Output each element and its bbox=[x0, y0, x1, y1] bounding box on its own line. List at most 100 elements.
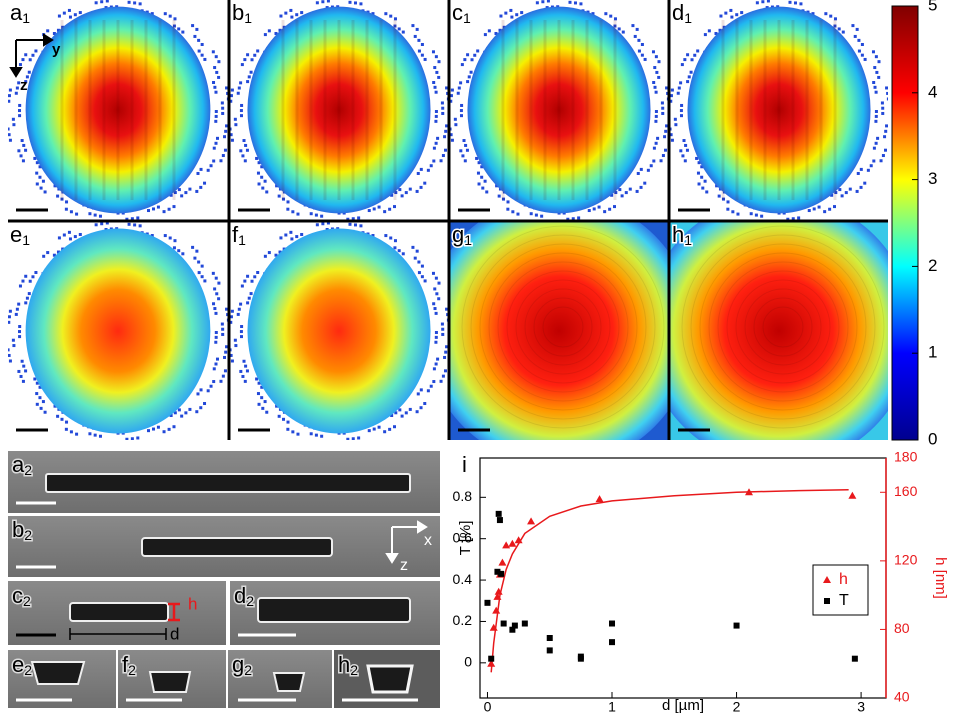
speckle bbox=[367, 429, 371, 433]
speckle bbox=[443, 355, 447, 359]
speckle bbox=[461, 154, 465, 158]
speckle bbox=[15, 86, 19, 90]
speckle bbox=[705, 190, 709, 194]
speckle bbox=[221, 111, 225, 115]
speckle bbox=[230, 353, 233, 357]
speckle bbox=[300, 11, 304, 15]
speckle bbox=[60, 417, 64, 421]
speckle bbox=[147, 209, 151, 213]
marker bbox=[521, 620, 528, 627]
speckle bbox=[838, 188, 842, 192]
speckle bbox=[680, 103, 684, 107]
speckle bbox=[498, 28, 502, 32]
speckle bbox=[432, 80, 436, 84]
h-marker bbox=[168, 602, 180, 622]
speckle bbox=[209, 164, 213, 168]
speckle bbox=[230, 88, 234, 92]
speckle bbox=[856, 171, 860, 175]
xz-axes bbox=[385, 520, 428, 564]
speckle bbox=[168, 14, 172, 18]
speckle bbox=[841, 30, 845, 34]
speckle bbox=[52, 253, 56, 257]
annotation: d bbox=[170, 624, 179, 643]
speckle bbox=[573, 1, 577, 5]
y2-tick-label: 120 bbox=[894, 552, 918, 568]
speckle bbox=[8, 133, 11, 137]
speckle bbox=[239, 369, 243, 373]
speckle bbox=[654, 114, 658, 118]
speckle bbox=[853, 34, 857, 38]
speckle bbox=[212, 367, 216, 371]
speckle bbox=[487, 29, 491, 33]
heatmap-field bbox=[247, 6, 431, 214]
chart-i: 0 1 2 3 0 0.2 0.4 0.6 0.8 40 80 120 160 180 d [µm] T [%… bbox=[453, 449, 950, 715]
speckle bbox=[230, 315, 233, 319]
speckle bbox=[613, 205, 617, 209]
speckle bbox=[353, 223, 357, 227]
x-tick-label: 2 bbox=[733, 699, 741, 714]
speckle bbox=[88, 212, 92, 216]
speckle bbox=[884, 129, 888, 133]
speckle bbox=[389, 236, 393, 240]
speckle bbox=[450, 88, 454, 92]
heatmap-panel bbox=[8, 0, 228, 220]
speckle bbox=[749, 212, 753, 216]
legend-marker bbox=[824, 598, 830, 604]
speckle bbox=[17, 369, 21, 373]
speckle bbox=[683, 159, 687, 163]
speckle bbox=[242, 139, 246, 143]
axis-label: z bbox=[20, 77, 28, 94]
speckle bbox=[147, 429, 151, 433]
speckle bbox=[42, 254, 46, 258]
speckle bbox=[460, 63, 464, 67]
speckle bbox=[278, 250, 282, 254]
marker bbox=[494, 568, 501, 575]
speckle bbox=[441, 154, 445, 158]
speckle bbox=[718, 28, 722, 32]
speckle bbox=[215, 70, 219, 74]
speckle bbox=[239, 302, 243, 306]
speckle bbox=[28, 58, 32, 62]
speckle bbox=[265, 190, 269, 194]
speckle bbox=[829, 14, 833, 18]
heatmap-field bbox=[687, 6, 871, 214]
speckle bbox=[246, 80, 250, 84]
scale-bars bbox=[16, 501, 418, 702]
speckle bbox=[230, 138, 234, 142]
speckle bbox=[237, 86, 241, 90]
speckle bbox=[225, 124, 228, 128]
panel-letter: c bbox=[12, 583, 23, 608]
speckle bbox=[246, 274, 250, 278]
speckle bbox=[683, 58, 687, 62]
speckle bbox=[200, 53, 204, 57]
speckle bbox=[130, 437, 134, 440]
speckle bbox=[687, 75, 691, 79]
colorbar-tick-label: 0 bbox=[928, 429, 937, 448]
speckle bbox=[719, 14, 723, 18]
speckle bbox=[383, 430, 387, 434]
ring bbox=[470, 234, 656, 420]
speckle bbox=[57, 14, 61, 18]
speckle bbox=[811, 12, 815, 16]
speckle bbox=[197, 271, 201, 275]
speckle bbox=[94, 1, 98, 5]
speckle bbox=[459, 149, 463, 153]
speckle bbox=[357, 436, 361, 440]
speckle bbox=[653, 66, 657, 70]
speckle bbox=[267, 251, 271, 255]
speckle bbox=[440, 101, 444, 105]
speckle bbox=[722, 197, 726, 201]
speckle bbox=[152, 427, 156, 431]
speckle bbox=[444, 350, 448, 354]
speckle bbox=[173, 191, 177, 195]
panel-subscript: 2 bbox=[350, 662, 358, 678]
speckle bbox=[863, 57, 867, 61]
speckle bbox=[34, 49, 38, 53]
speckle bbox=[874, 110, 878, 113]
speckle bbox=[195, 27, 199, 31]
speckle bbox=[180, 194, 184, 198]
speckle bbox=[18, 109, 22, 113]
speckle bbox=[212, 380, 216, 384]
speckle bbox=[226, 91, 228, 95]
